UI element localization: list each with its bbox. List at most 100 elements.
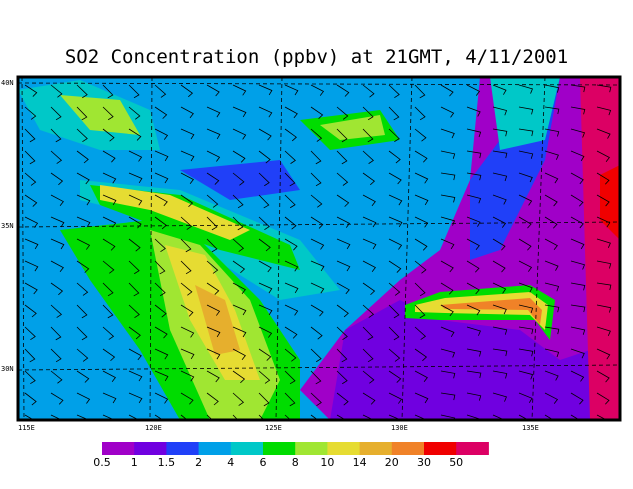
wind-barb — [76, 194, 91, 206]
colorbar-swatch — [391, 442, 425, 455]
wind-barb — [154, 304, 167, 318]
wind-barb — [570, 260, 586, 270]
wind-barb — [128, 348, 142, 361]
wind-barb — [232, 172, 245, 186]
wind-barb — [50, 106, 62, 121]
wind-barb — [284, 260, 299, 272]
wind-barb — [284, 348, 297, 362]
wind-barb — [284, 194, 296, 209]
field-purple-south — [330, 300, 620, 420]
wind-barb — [206, 414, 213, 420]
wind-barb — [414, 348, 428, 362]
colorbar-swatch — [166, 442, 200, 455]
wind-barb — [232, 260, 246, 274]
wind-barb — [570, 216, 584, 229]
wind-barb — [414, 150, 428, 163]
wind-barb — [284, 370, 296, 385]
wind-barb — [570, 348, 585, 359]
wind-barb — [570, 150, 585, 162]
wind-barb — [466, 282, 480, 295]
wind-barb — [284, 150, 296, 164]
wind-barb — [128, 370, 143, 382]
wind-barb — [570, 172, 584, 185]
wind-barb — [388, 414, 402, 420]
wind-barb — [388, 238, 403, 250]
wind-barb — [284, 414, 292, 420]
wind-barb — [518, 128, 534, 137]
wind-barb — [258, 326, 273, 338]
wind-barb — [492, 216, 507, 228]
wind-barb — [440, 304, 454, 317]
wind-barb — [154, 106, 168, 119]
wind-barb — [102, 216, 117, 228]
wind-barb — [102, 194, 117, 206]
colorbar-swatch — [198, 442, 232, 455]
wind-barb — [596, 84, 612, 93]
wind-barb — [362, 260, 376, 272]
wind-barb — [24, 392, 37, 406]
colorbar-swatch — [327, 442, 361, 455]
wind-barb — [570, 194, 584, 207]
wind-barb — [232, 194, 244, 209]
wind-barb — [388, 106, 400, 121]
wind-barb — [596, 172, 610, 185]
wind-barb — [388, 194, 403, 206]
colorbar-swatch — [424, 442, 457, 455]
wind-barb — [336, 304, 349, 318]
wind-barb — [180, 150, 195, 162]
wind-barb — [50, 128, 62, 143]
wind-barb — [258, 414, 265, 420]
wind-barb — [518, 370, 534, 380]
wind-barb — [128, 150, 143, 162]
wind-barb — [388, 304, 400, 319]
wind-barb — [76, 304, 88, 319]
wind-barb — [154, 348, 169, 360]
wind-barb — [154, 414, 164, 420]
wind-barb — [180, 414, 188, 420]
colorbar-label: 6 — [259, 456, 267, 469]
concentration-field — [18, 77, 620, 420]
wind-barb — [544, 216, 558, 229]
wind-barb — [440, 238, 455, 250]
wind-barb — [466, 194, 482, 204]
wind-barb — [258, 172, 270, 187]
wind-barb — [388, 392, 403, 404]
wind-barb — [518, 260, 533, 272]
wind-barb — [24, 370, 36, 385]
wind-barb — [232, 326, 247, 338]
colorbar-swatch — [134, 442, 167, 455]
wind-barb — [310, 194, 323, 208]
wind-barb — [414, 392, 429, 404]
wind-barb — [50, 282, 64, 296]
wind-barb — [596, 304, 612, 313]
wind-barb — [24, 128, 36, 143]
wind-barb — [258, 238, 271, 252]
wind-barb — [466, 260, 480, 273]
wind-barb — [544, 414, 555, 420]
wind-barb — [128, 216, 142, 229]
wind-barb — [440, 392, 456, 401]
wind-barb — [258, 392, 270, 407]
wind-barb — [76, 414, 90, 420]
wind-barb — [596, 194, 610, 207]
wind-barb — [414, 194, 429, 206]
wind-barb — [518, 150, 534, 159]
wind-barb — [258, 260, 272, 273]
lon-label: 125E — [265, 424, 282, 432]
wind-barb — [24, 150, 36, 165]
wind-barb — [154, 238, 166, 252]
wind-barb — [76, 106, 88, 121]
wind-barb — [232, 414, 239, 420]
colorbar-label: 10 — [320, 456, 335, 469]
wind-barb — [466, 304, 481, 316]
wind-barb — [596, 238, 611, 248]
wind-barb — [492, 238, 506, 251]
field-blue-north — [180, 160, 300, 200]
wind-barb — [180, 106, 194, 119]
wind-barb — [50, 348, 62, 363]
wind-barb — [232, 106, 247, 118]
wind-barb — [284, 326, 298, 339]
wind-barb — [258, 128, 272, 141]
wind-barb — [232, 370, 246, 384]
wind-barb — [492, 348, 508, 357]
